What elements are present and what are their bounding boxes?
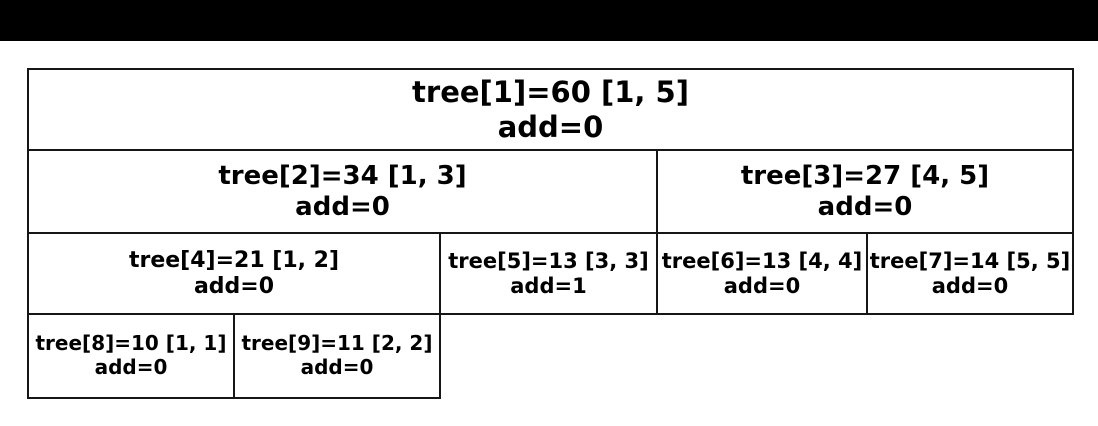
tree-node-8: tree[8]=10 [1, 1] add=0 <box>27 313 235 399</box>
node-add-value: add=0 <box>193 273 275 299</box>
node-label: tree[9]=11 [2, 2] <box>241 331 433 356</box>
tree-node-5: tree[5]=13 [3, 3] add=1 <box>439 232 658 315</box>
tree-node-4: tree[4]=21 [1, 2] add=0 <box>27 232 441 315</box>
node-label: tree[7]=14 [5, 5] <box>869 248 1071 273</box>
node-label: tree[5]=13 [3, 3] <box>448 248 649 273</box>
node-label: tree[6]=13 [4, 4] <box>661 248 863 273</box>
tree-node-2: tree[2]=34 [1, 3] add=0 <box>27 149 658 234</box>
node-add-value: add=0 <box>497 109 604 144</box>
node-add-value: add=0 <box>817 191 913 222</box>
node-label: tree[8]=10 [1, 1] <box>35 331 227 356</box>
node-add-value: add=0 <box>300 355 374 379</box>
node-add-value: add=0 <box>931 273 1009 298</box>
node-add-value: add=0 <box>94 355 168 379</box>
node-label: tree[2]=34 [1, 3] <box>218 160 467 191</box>
letterbox-top-bar <box>0 0 1098 41</box>
node-add-value: add=1 <box>510 273 587 298</box>
node-label: tree[1]=60 [1, 5] <box>412 75 689 110</box>
tree-node-6: tree[6]=13 [4, 4] add=0 <box>656 232 868 315</box>
tree-node-7: tree[7]=14 [5, 5] add=0 <box>866 232 1074 315</box>
node-label: tree[4]=21 [1, 2] <box>128 247 340 273</box>
tree-node-9: tree[9]=11 [2, 2] add=0 <box>233 313 441 399</box>
tree-node-3: tree[3]=27 [4, 5] add=0 <box>656 149 1074 234</box>
node-label: tree[3]=27 [4, 5] <box>740 160 990 191</box>
tree-node-1: tree[1]=60 [1, 5] add=0 <box>27 68 1074 151</box>
node-add-value: add=0 <box>295 191 390 222</box>
node-add-value: add=0 <box>723 273 801 298</box>
